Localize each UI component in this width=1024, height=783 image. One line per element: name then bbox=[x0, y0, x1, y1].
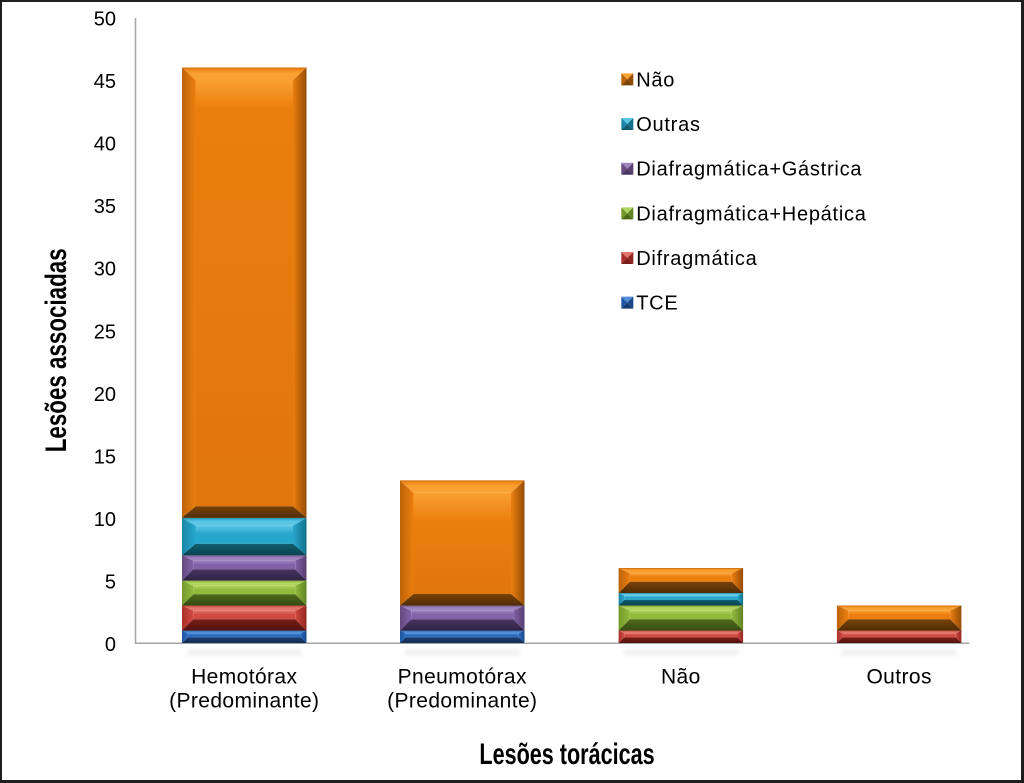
svg-text:Lesões torácicas: Lesões torácicas bbox=[479, 736, 654, 770]
svg-text:35: 35 bbox=[94, 196, 116, 218]
svg-text:30: 30 bbox=[94, 259, 116, 281]
svg-text:25: 25 bbox=[94, 321, 116, 343]
svg-text:Lesões associadas: Lesões associadas bbox=[39, 248, 73, 452]
svg-text:40: 40 bbox=[94, 134, 116, 156]
svg-text:50: 50 bbox=[94, 9, 116, 31]
svg-text:15: 15 bbox=[94, 446, 116, 468]
svg-text:Não: Não bbox=[661, 666, 701, 689]
svg-text:45: 45 bbox=[94, 71, 116, 93]
svg-text:Hemotórax: Hemotórax bbox=[191, 666, 297, 689]
svg-text:Pneumotórax: Pneumotórax bbox=[398, 666, 527, 689]
svg-text:TCE: TCE bbox=[636, 293, 678, 315]
svg-text:Outras: Outras bbox=[636, 114, 701, 136]
svg-text:Outros: Outros bbox=[866, 666, 931, 689]
svg-text:20: 20 bbox=[94, 384, 116, 406]
svg-text:Não: Não bbox=[636, 69, 675, 91]
svg-text:Diafragmática+Gástrica: Diafragmática+Gástrica bbox=[636, 159, 862, 181]
svg-text:5: 5 bbox=[105, 571, 116, 593]
svg-text:(Predominante): (Predominante) bbox=[387, 689, 537, 712]
svg-text:Diafragmática+Hepática: Diafragmática+Hepática bbox=[636, 203, 867, 225]
svg-text:(Predominante): (Predominante) bbox=[169, 689, 319, 712]
svg-text:0: 0 bbox=[105, 634, 116, 656]
svg-text:10: 10 bbox=[94, 509, 116, 531]
svg-text:Difragmática: Difragmática bbox=[636, 248, 757, 270]
